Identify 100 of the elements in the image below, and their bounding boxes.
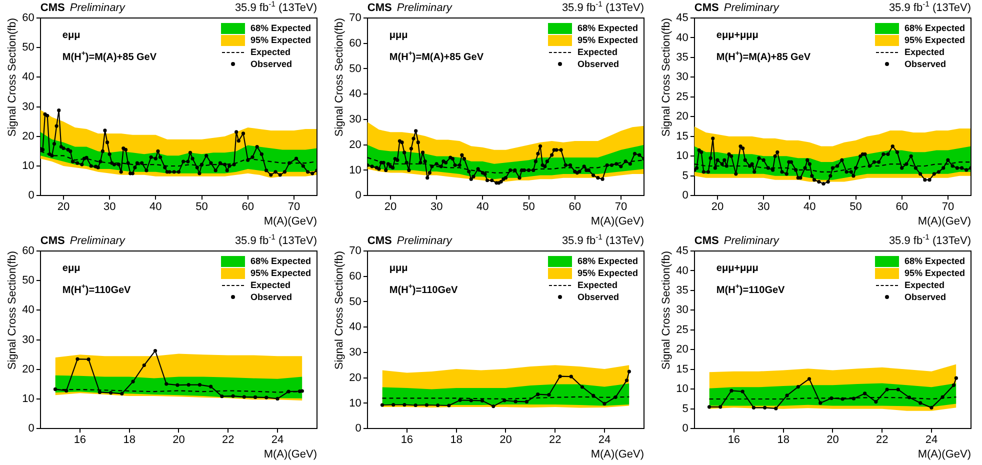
y-tick-label: 5	[682, 402, 688, 415]
chart-subtitle: Preliminary	[70, 2, 125, 14]
point	[198, 382, 202, 387]
y-tick-label: 25	[676, 324, 688, 336]
x-axis-title: M(A)(GeV)	[590, 215, 644, 228]
x-tick-label: 70	[614, 201, 628, 214]
x-tick-label: 50	[196, 201, 208, 214]
point	[209, 384, 213, 388]
y-tick-label: 5	[682, 170, 688, 182]
chart-title: CMS	[40, 235, 65, 247]
text: 35.9 fb$^{-1}$ (13TeV)	[888, 232, 971, 248]
point	[424, 403, 428, 407]
x-tick-label: 24	[271, 434, 284, 446]
point	[624, 378, 629, 382]
point	[458, 398, 462, 402]
x-axis-title: M(A)(GeV)	[264, 448, 317, 460]
x-tick-label: 40	[804, 201, 816, 214]
point	[569, 374, 573, 378]
x-tick-label: 18	[777, 434, 790, 446]
point	[627, 370, 631, 374]
y-tick-label: 60	[349, 270, 362, 282]
annotation: eμμ	[62, 30, 80, 42]
x-tick-label: 16	[74, 434, 86, 446]
y-tick-label: 50	[349, 62, 362, 75]
chart-subtitle: Preliminary	[70, 235, 125, 247]
point	[718, 405, 722, 409]
x-tick-label: 40	[150, 201, 162, 214]
legend-label: 68% Expected	[904, 256, 965, 266]
x-tick-label: 60	[896, 201, 908, 214]
point	[930, 406, 934, 410]
y-tick-label: 40	[22, 71, 34, 84]
x-tick-label: 24	[925, 434, 938, 446]
point	[952, 383, 956, 387]
point	[392, 402, 396, 407]
chart-subtitle: Preliminary	[396, 2, 452, 14]
point	[592, 394, 596, 398]
y-tick-label: 60	[349, 37, 362, 50]
y-tick-label: 10	[349, 164, 362, 176]
point	[86, 358, 90, 362]
point	[492, 404, 496, 408]
x-tick-label: 22	[876, 434, 888, 446]
annotation: μμμ	[389, 30, 408, 42]
text: 35.9 fb$^{-1}$ (13TeV)	[234, 0, 317, 15]
y-tick-label: 0	[355, 422, 362, 435]
y-tick-label: 40	[22, 304, 34, 316]
point	[954, 376, 958, 380]
y-tick-label: 0	[28, 422, 34, 435]
point	[469, 398, 473, 402]
point	[231, 394, 235, 398]
x-axis-title: M(A)(GeV)	[918, 448, 971, 460]
x-tick-label: 16	[728, 434, 740, 446]
annotation: M(H$^{+}$)=M(A)+85 GeV	[716, 50, 811, 64]
point	[830, 396, 834, 400]
point	[707, 405, 712, 409]
y-tick-label: 20	[22, 130, 34, 142]
annotation: M(H$^{+}$)=M(A)+85 GeV	[389, 50, 484, 64]
x-tick-label: 20	[384, 201, 397, 214]
point	[580, 385, 584, 389]
legend-label: 68% Expected	[250, 22, 311, 34]
text: 35.9 fb$^{-1}$ (13TeV)	[888, 0, 971, 15]
y-tick-label: 0	[355, 190, 362, 202]
point	[852, 396, 856, 400]
y-axis-title: Signal Cross Section(fb)	[6, 251, 19, 370]
legend-label: 95% Expected	[904, 34, 965, 46]
y-tick-label: 40	[349, 88, 362, 100]
x-tick-label: 20	[172, 434, 185, 446]
y-axis-title: Signal Cross Section(fb)	[6, 18, 19, 137]
y-axis-title: Signal Cross Section(fb)	[660, 18, 673, 137]
legend-label: 68% Expected	[577, 22, 638, 34]
y-tick-label: 40	[676, 32, 688, 44]
point	[524, 400, 529, 404]
annotation: eμμ+μμμ	[716, 263, 758, 275]
x-tick-label: 16	[400, 434, 414, 446]
legend-label: Observed	[250, 292, 292, 302]
legend-label: Expected	[250, 46, 290, 58]
legend-label: Expected	[250, 280, 290, 290]
y-tick-label: 70	[349, 12, 362, 24]
y-tick-label: 50	[349, 296, 362, 308]
y-tick-label: 35	[676, 284, 688, 296]
annotation: M(H$^{+}$)=110GeV	[716, 284, 785, 297]
x-tick-label: 40	[476, 201, 489, 214]
chart-subtitle: Preliminary	[724, 235, 779, 247]
point	[752, 406, 756, 410]
annotation: eμμ	[62, 263, 80, 275]
y-tick-label: 45	[676, 12, 688, 24]
y-tick-label: 30	[22, 100, 34, 113]
chart-title: CMS	[694, 2, 719, 14]
point	[502, 398, 506, 402]
chart-subtitle: Preliminary	[724, 2, 779, 14]
y-tick-label: 70	[349, 245, 362, 258]
y-tick-label: 15	[676, 130, 688, 142]
point	[774, 406, 778, 410]
legend-label: 95% Expected	[577, 268, 638, 278]
chart-title: CMS	[367, 235, 392, 247]
x-tick-label: 20	[57, 201, 70, 214]
point	[896, 388, 900, 392]
point	[142, 363, 146, 368]
point	[120, 392, 124, 396]
y-tick-label: 20	[349, 372, 362, 384]
y-tick-label: 30	[22, 334, 34, 346]
